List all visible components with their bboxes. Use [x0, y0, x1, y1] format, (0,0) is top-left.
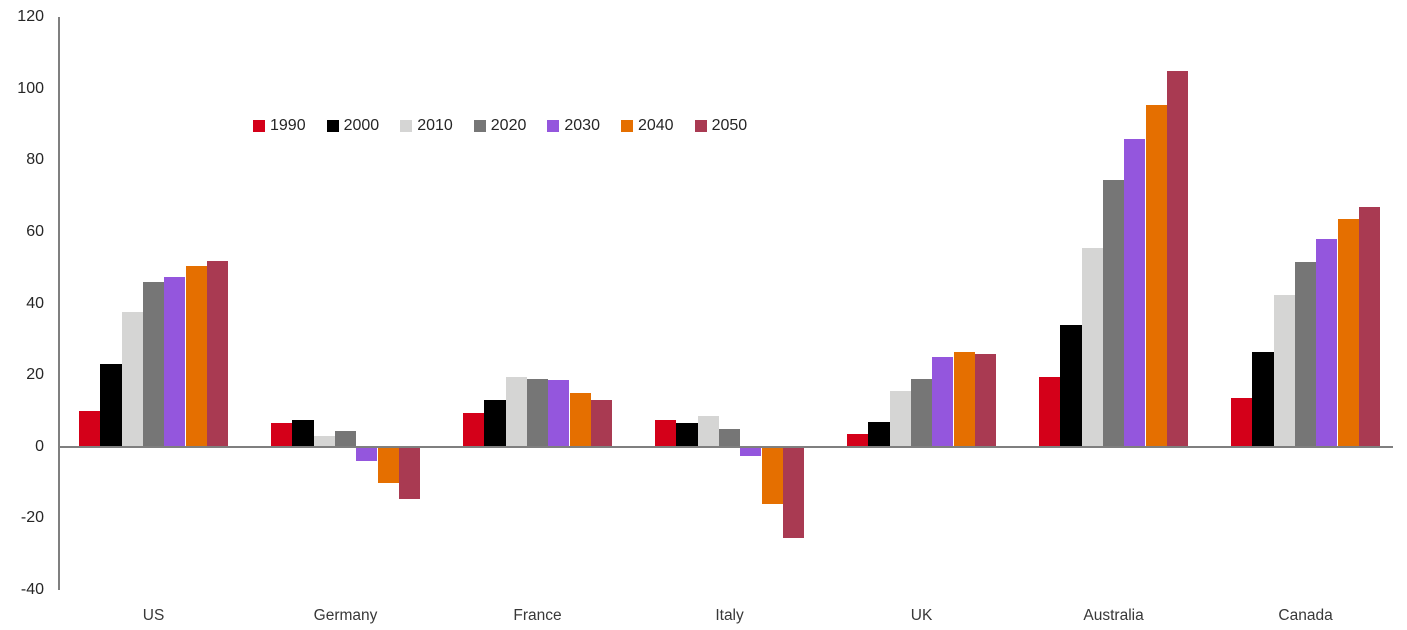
bar-us-2050 — [206, 260, 229, 447]
bar-germany-2010 — [313, 436, 335, 447]
y-axis-tick-label: -20 — [20, 509, 44, 527]
bar-australia-2050 — [1166, 70, 1189, 447]
bar-us-2010 — [121, 312, 143, 447]
legend-swatch-icon — [547, 120, 560, 132]
bar-france-2020 — [526, 378, 549, 447]
bar-france-2050 — [590, 400, 613, 447]
legend-swatch-icon — [400, 120, 413, 132]
bar-canada-2000 — [1252, 351, 1274, 447]
legend-swatch-icon — [694, 120, 707, 132]
x-axis-label-uk: UK — [910, 607, 933, 624]
legend-label: 2040 — [637, 117, 674, 134]
bar-uk-2010 — [889, 391, 911, 447]
legend-label: 2000 — [343, 117, 380, 134]
bar-germany-2050 — [398, 446, 421, 499]
bar-us-2020 — [142, 282, 165, 447]
y-axis-line — [58, 17, 60, 590]
x-axis-label-australia: Australia — [1083, 607, 1144, 624]
bar-canada-2040 — [1337, 219, 1359, 447]
bar-australia-2000 — [1060, 324, 1082, 447]
legend-item-2040: 2040 — [620, 117, 674, 135]
legend-swatch-icon — [326, 120, 339, 132]
bar-italy-2030 — [740, 446, 762, 456]
bar-italy-2040 — [761, 446, 783, 505]
legend-item-2010: 2010 — [400, 117, 453, 135]
bar-france-2010 — [505, 376, 527, 447]
legend-item-2020: 2020 — [473, 117, 527, 135]
bar-us-2030 — [164, 276, 186, 447]
bar-australia-2020 — [1102, 179, 1125, 447]
legend-item-1990: 1990 — [253, 117, 306, 135]
bar-italy-2050 — [782, 446, 805, 539]
y-axis-tick-label: 40 — [26, 294, 44, 312]
bar-australia-2010 — [1081, 247, 1103, 447]
legend-swatch-icon — [473, 120, 486, 132]
bar-canada-2050 — [1358, 206, 1381, 447]
y-axis-tick-label: -40 — [20, 581, 44, 598]
bar-uk-1990 — [847, 434, 869, 447]
bar-france-2040 — [569, 393, 591, 447]
bar-australia-1990 — [1039, 376, 1061, 447]
legend: 1990 2000 2010 2020 2030 2040 2050 — [253, 117, 768, 135]
legend-item-2030: 2030 — [547, 117, 600, 135]
bar-australia-2040 — [1145, 104, 1167, 447]
bar-germany-1990 — [271, 423, 293, 447]
bar-us-2040 — [185, 265, 207, 447]
legend-swatch-icon — [253, 120, 265, 132]
legend-item-2050: 2050 — [694, 117, 748, 135]
bar-italy-2020 — [718, 428, 741, 447]
bar-france-2000 — [484, 400, 506, 447]
x-axis-label-us: US — [142, 607, 165, 624]
y-axis-tick-label: 60 — [26, 222, 44, 240]
bar-us-1990 — [79, 410, 101, 447]
bar-canada-2020 — [1294, 262, 1317, 447]
bar-us-2000 — [100, 364, 122, 447]
bar-germany-2030 — [356, 446, 378, 462]
x-axis-label-italy: Italy — [715, 607, 744, 624]
zero-baseline — [58, 445, 1393, 448]
bar-canada-2030 — [1316, 239, 1338, 447]
bar-germany-2020 — [334, 430, 357, 447]
y-axis-tick-label: 80 — [26, 151, 44, 169]
y-axis-tick-label: 0 — [35, 437, 44, 455]
legend-label: 2020 — [490, 117, 527, 134]
legend-item-2000: 2000 — [326, 117, 380, 135]
bar-uk-2040 — [953, 351, 975, 447]
bar-germany-2040 — [377, 446, 399, 483]
bar-italy-2000 — [676, 423, 698, 447]
y-axis-tick-label: 100 — [17, 79, 44, 97]
x-axis-label-germany: Germany — [313, 607, 378, 624]
legend-label: 2050 — [711, 117, 748, 134]
bar-australia-2030 — [1124, 138, 1146, 447]
x-axis-label-france: France — [513, 607, 562, 624]
bar-france-2030 — [548, 380, 570, 447]
bar-germany-2000 — [292, 419, 314, 447]
bar-uk-2020 — [910, 378, 933, 447]
y-axis-tick-label: 20 — [26, 366, 44, 384]
bar-uk-2000 — [868, 421, 890, 447]
y-axis-tick-label: 120 — [17, 8, 44, 25]
bar-uk-2030 — [932, 357, 954, 447]
bar-italy-2010 — [697, 416, 719, 447]
bar-canada-2010 — [1273, 294, 1295, 447]
legend-label: 1990 — [270, 117, 306, 134]
bar-uk-2050 — [974, 353, 997, 447]
legend-swatch-icon — [620, 120, 633, 132]
bar-france-1990 — [463, 412, 485, 447]
legend-label: 2030 — [564, 117, 600, 134]
bar-canada-1990 — [1231, 398, 1253, 447]
legend-label: 2010 — [417, 117, 453, 134]
bar-italy-1990 — [655, 419, 677, 447]
x-axis-label-canada: Canada — [1278, 607, 1333, 624]
